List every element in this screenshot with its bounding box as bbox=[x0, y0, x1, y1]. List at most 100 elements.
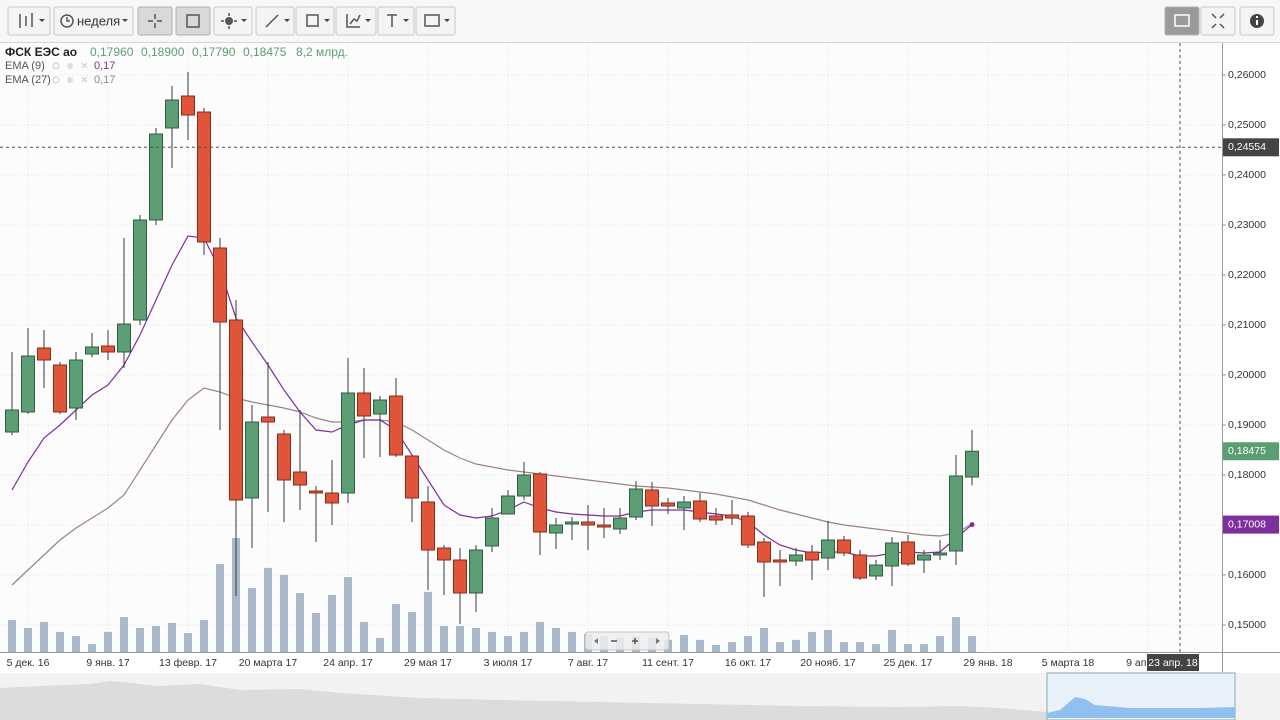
candle-body bbox=[261, 416, 275, 423]
button-bg bbox=[53, 6, 134, 36]
indicators-button[interactable] bbox=[213, 6, 253, 36]
volume-bar bbox=[952, 617, 960, 652]
caret bbox=[365, 19, 371, 22]
y-tick-label: 0,20000 bbox=[1228, 369, 1266, 381]
button-bg bbox=[415, 6, 456, 36]
x-tick-label: 16 окт. 17 bbox=[725, 657, 771, 669]
volume-bar bbox=[872, 643, 880, 652]
fullscreen-button[interactable] bbox=[1200, 6, 1236, 36]
x-tick-label: 29 янв. 18 bbox=[963, 657, 1012, 669]
candle-body bbox=[629, 488, 643, 518]
volume-bar bbox=[248, 587, 256, 652]
volume-bar bbox=[760, 627, 768, 652]
interval-label: неделя bbox=[77, 13, 120, 28]
volume-bar bbox=[536, 621, 544, 652]
candle-body bbox=[197, 111, 211, 243]
candle-body bbox=[421, 501, 435, 551]
candle-body bbox=[85, 346, 99, 355]
candle-body bbox=[5, 409, 19, 433]
candle-body bbox=[245, 421, 259, 499]
legend-ema-value: 0,17 bbox=[94, 74, 115, 86]
info-dot bbox=[1256, 16, 1258, 18]
x-tick-label: 29 мая 17 bbox=[404, 657, 452, 669]
image-button[interactable] bbox=[415, 6, 456, 36]
info-button[interactable] bbox=[1239, 6, 1275, 36]
volume-bar bbox=[40, 621, 48, 652]
x-tick-label: 7 авг. 17 bbox=[568, 657, 608, 669]
scale-button[interactable] bbox=[175, 6, 211, 36]
volume-bar bbox=[728, 642, 736, 652]
legend-value: 0,17960 bbox=[90, 45, 134, 59]
volume-bar bbox=[8, 619, 16, 652]
legend-eye-icon bbox=[52, 76, 60, 84]
candle-body bbox=[405, 455, 419, 499]
ema-end-dot bbox=[969, 522, 975, 528]
caret bbox=[444, 19, 450, 22]
volume-bar bbox=[136, 627, 144, 652]
draw-line-button[interactable] bbox=[255, 6, 295, 36]
candle-body bbox=[917, 554, 931, 561]
volume-bar bbox=[712, 644, 720, 652]
crosshair-button[interactable] bbox=[137, 6, 173, 36]
candle-body bbox=[837, 539, 851, 554]
indicator-rays bbox=[221, 13, 237, 29]
chart-type-button[interactable] bbox=[7, 6, 51, 36]
candle-body bbox=[309, 490, 323, 494]
caret bbox=[122, 19, 128, 22]
ema-line bbox=[11, 387, 973, 586]
button-bg bbox=[7, 6, 51, 36]
volume-bar bbox=[968, 635, 976, 652]
candle-body bbox=[453, 559, 467, 594]
candle-body bbox=[517, 474, 531, 497]
volume-bar bbox=[424, 591, 432, 652]
shape-icon bbox=[306, 14, 319, 27]
scroll-control[interactable] bbox=[584, 631, 670, 651]
volume-bar bbox=[312, 612, 320, 652]
candle-body bbox=[613, 517, 627, 530]
ema-price-tag bbox=[1223, 515, 1279, 534]
candle-body bbox=[725, 514, 739, 519]
volume-bar bbox=[904, 643, 912, 652]
candle-body bbox=[709, 515, 723, 521]
legend-eye-icon bbox=[52, 62, 60, 70]
fib-button[interactable] bbox=[335, 6, 377, 36]
crosshair-y-box bbox=[1223, 138, 1279, 157]
candle-body bbox=[325, 492, 339, 504]
candle-body bbox=[821, 539, 835, 559]
volume-bar bbox=[696, 639, 704, 652]
text-button[interactable] bbox=[377, 6, 415, 36]
y-tick-label: 0,15000 bbox=[1228, 619, 1266, 631]
volume-bar bbox=[296, 593, 304, 652]
draw-shape-button[interactable] bbox=[295, 6, 335, 36]
volume-bar bbox=[552, 627, 560, 652]
volume-bar bbox=[824, 629, 832, 652]
y-tick-label: 0,16000 bbox=[1228, 569, 1266, 581]
volume-bar bbox=[488, 631, 496, 652]
volume-bar bbox=[744, 635, 752, 652]
candle-body bbox=[229, 319, 243, 501]
crosshair-x-label: 23 апр. 18 bbox=[1148, 657, 1198, 669]
legend-ema-name: EMA (27) bbox=[5, 74, 51, 86]
caret bbox=[241, 19, 247, 22]
candle-body bbox=[677, 501, 691, 509]
candle-body bbox=[549, 524, 563, 534]
candle-body bbox=[341, 392, 355, 494]
image-icon bbox=[424, 14, 440, 27]
layout-button[interactable] bbox=[1164, 6, 1200, 36]
candle-body bbox=[933, 552, 947, 556]
volume-bar bbox=[120, 617, 128, 652]
volume-bar bbox=[392, 603, 400, 652]
volume-bar bbox=[104, 631, 112, 652]
interval-button[interactable]: неделя bbox=[53, 6, 134, 36]
y-tick-label: 0,22000 bbox=[1228, 269, 1266, 281]
toolbar bbox=[0, 0, 1280, 42]
volume-bar bbox=[680, 635, 688, 652]
volume-bar bbox=[808, 631, 816, 652]
indicator-icon bbox=[225, 17, 233, 25]
volume-bar bbox=[840, 642, 848, 652]
candle-body bbox=[581, 521, 595, 526]
scale-icon bbox=[186, 14, 200, 28]
candle-body bbox=[69, 359, 83, 409]
